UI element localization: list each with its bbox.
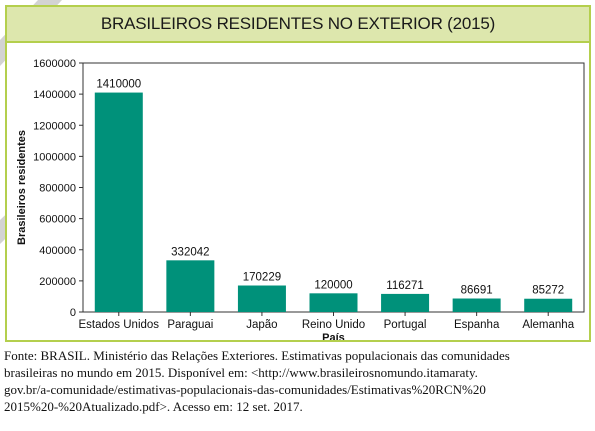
- x-tick-label: Paraguai: [167, 319, 213, 331]
- x-tick-label: Estados Unidos: [79, 319, 160, 331]
- plot-frame: [82, 62, 585, 313]
- bar-value-label: 120000: [314, 279, 352, 291]
- bar-value-label: 86691: [461, 285, 493, 297]
- bar: [381, 293, 430, 312]
- bar: [452, 298, 501, 312]
- source-line: gov.br/a-comunidade/estimativas-populaci…: [4, 382, 486, 397]
- bar-value-label: 332042: [171, 246, 209, 258]
- y-tick-label: 800000: [39, 183, 76, 195]
- source-citation: Fonte: BRASIL. Ministério das Relações E…: [4, 347, 590, 415]
- x-tick-label: Reino Unido: [302, 319, 365, 331]
- bar-chart: 0 200000 400000 600000 800000 1000000 1200000 1…: [16, 58, 585, 340]
- y-tick-label: 1600000: [33, 58, 76, 70]
- source-line: brasileiras no mundo em 2015. Disponível…: [4, 365, 478, 380]
- y-tick-label: 1000000: [33, 151, 76, 163]
- bar: [94, 92, 143, 312]
- chart-title: BRASILEIROS RESIDENTES NO EXTERIOR (2015…: [100, 14, 496, 33]
- bar: [309, 293, 358, 312]
- bar-value-label: 85272: [532, 285, 564, 297]
- y-tick-label: 200000: [39, 276, 76, 288]
- y-tick-label: 600000: [39, 214, 76, 226]
- bar-value-label: 1410000: [96, 79, 141, 91]
- x-tick-label: Portugal: [384, 319, 427, 331]
- x-axis-title: País: [322, 332, 345, 340]
- source-line: 2015%20-%20Atualizado.pdf>. Acesso em: 1…: [4, 399, 303, 414]
- y-tick-label: 1400000: [33, 89, 76, 101]
- bar: [524, 298, 573, 312]
- y-tick-label: 400000: [39, 245, 76, 257]
- bar-value-label: 116271: [386, 280, 424, 292]
- chart-figure: BRASILEIROS RESIDENTES NO EXTERIOR (2015…: [5, 5, 591, 342]
- bar: [237, 285, 286, 312]
- bar: [166, 260, 215, 312]
- x-tick-label: Japão: [246, 319, 277, 331]
- source-line: Fonte: BRASIL. Ministério das Relações E…: [4, 348, 510, 363]
- y-tick-label: 1200000: [33, 120, 76, 132]
- x-tick-label: Alemanha: [522, 319, 574, 331]
- bar-value-label: 170229: [243, 272, 281, 284]
- y-tick-label: 0: [70, 307, 76, 319]
- y-axis-title: Brasileiros residentes: [16, 130, 28, 245]
- chart-title-bar: BRASILEIROS RESIDENTES NO EXTERIOR (2015…: [7, 7, 589, 43]
- x-tick-label: Espanha: [454, 319, 500, 331]
